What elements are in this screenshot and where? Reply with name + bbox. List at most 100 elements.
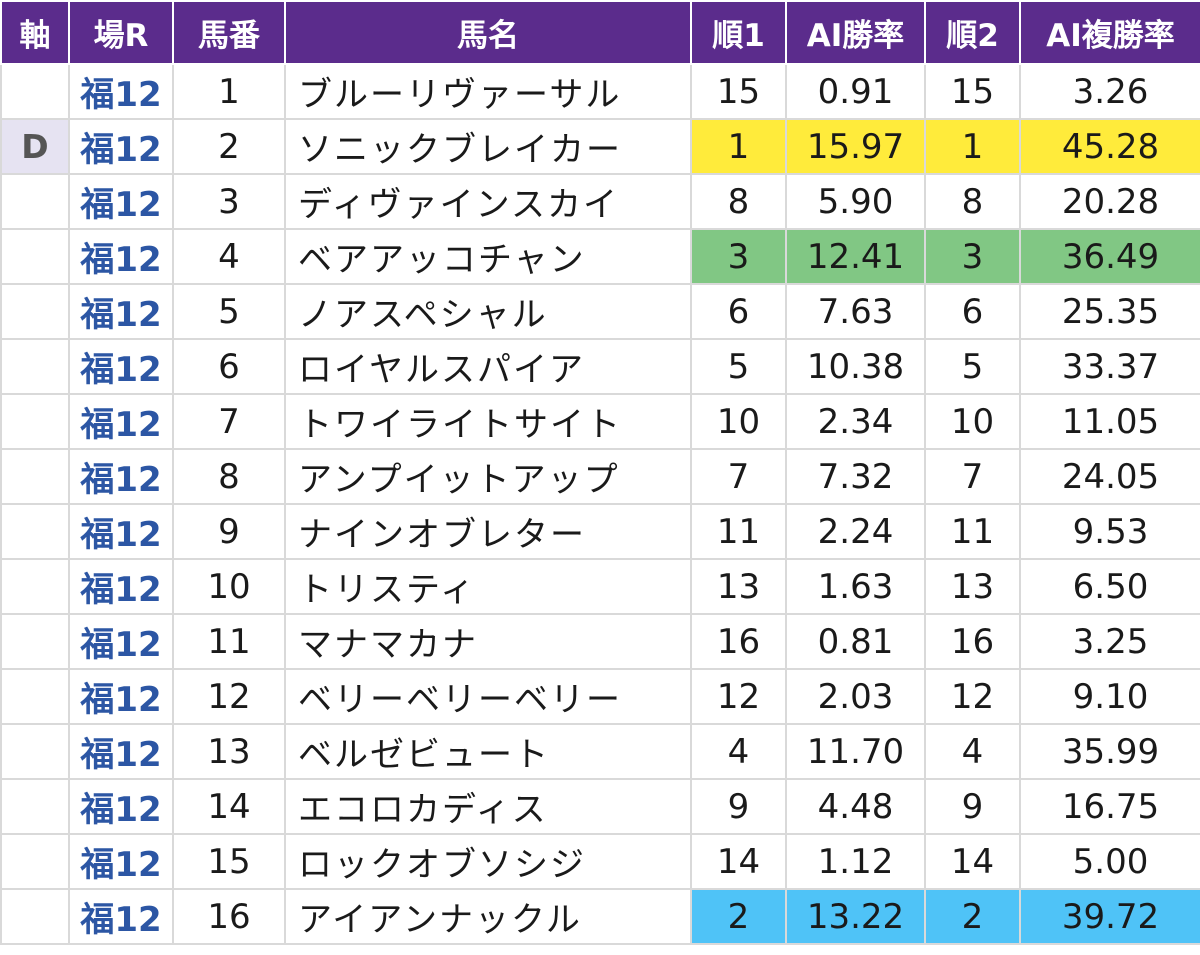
horse-name-cell: ベアアッコチャン [284,228,692,285]
rank2-cell: 15 [924,63,1021,120]
axis-cell: D [0,118,70,175]
header-horse-name: 馬名 [284,0,692,65]
rank2-cell: 6 [924,283,1021,340]
horse-number-cell: 9 [172,503,286,560]
axis-cell [0,63,70,120]
axis-cell [0,668,70,725]
rank2-cell: 14 [924,833,1021,890]
ai-place-rate-cell: 6.50 [1019,558,1200,615]
axis-cell [0,558,70,615]
rank1-cell: 6 [690,283,787,340]
rank2-cell: 4 [924,723,1021,780]
rank2-cell: 13 [924,558,1021,615]
ai-place-rate-cell: 9.53 [1019,503,1200,560]
ai-win-rate-cell: 0.81 [785,613,926,670]
ai-place-rate-cell: 3.25 [1019,613,1200,670]
horse-number-cell: 16 [172,888,286,945]
header-row: 軸 場R 馬番 馬名 順1 AI勝率 順2 AI複勝率 [0,0,1200,65]
axis-cell [0,833,70,890]
table-row: 福12 6 ロイヤルスパイア 5 10.38 5 33.37 [0,338,1200,395]
header-rank1: 順1 [690,0,787,65]
rank1-cell: 3 [690,228,787,285]
ai-win-rate-cell: 2.03 [785,668,926,725]
ai-win-rate-cell: 4.48 [785,778,926,835]
horse-name-cell: マナマカナ [284,613,692,670]
horse-name-cell: ロイヤルスパイア [284,338,692,395]
axis-cell [0,778,70,835]
ai-place-rate-cell: 25.35 [1019,283,1200,340]
axis-cell [0,723,70,780]
axis-cell [0,338,70,395]
table-row: 福12 11 マナマカナ 16 0.81 16 3.25 [0,613,1200,670]
venue-race-cell: 福12 [68,503,174,560]
horse-name-cell: ソニックブレイカー [284,118,692,175]
rank2-cell: 12 [924,668,1021,725]
rank1-cell: 7 [690,448,787,505]
rank1-cell: 2 [690,888,787,945]
ai-place-rate-cell: 11.05 [1019,393,1200,450]
venue-race-cell: 福12 [68,448,174,505]
venue-race-cell: 福12 [68,668,174,725]
ai-place-rate-cell: 5.00 [1019,833,1200,890]
horse-name-cell: ナインオブレター [284,503,692,560]
header-venue-race: 場R [68,0,174,65]
axis-cell [0,283,70,340]
ai-place-rate-cell: 3.26 [1019,63,1200,120]
ai-win-rate-cell: 7.32 [785,448,926,505]
ai-win-rate-cell: 0.91 [785,63,926,120]
rank1-cell: 15 [690,63,787,120]
horse-number-cell: 12 [172,668,286,725]
table-row: 福12 12 ベリーベリーベリー 12 2.03 12 9.10 [0,668,1200,725]
table-row: 福12 13 ベルゼビュート 4 11.70 4 35.99 [0,723,1200,780]
venue-race-cell: 福12 [68,723,174,780]
horse-name-cell: トワイライトサイト [284,393,692,450]
horse-name-cell: アンプイットアップ [284,448,692,505]
header-axis: 軸 [0,0,70,65]
ai-win-rate-cell: 15.97 [785,118,926,175]
axis-cell [0,173,70,230]
rank1-cell: 5 [690,338,787,395]
horse-name-cell: ノアスペシャル [284,283,692,340]
axis-cell [0,228,70,285]
ai-place-rate-cell: 16.75 [1019,778,1200,835]
horse-number-cell: 2 [172,118,286,175]
rank2-cell: 3 [924,228,1021,285]
venue-race-cell: 福12 [68,393,174,450]
venue-race-cell: 福12 [68,833,174,890]
rank1-cell: 14 [690,833,787,890]
horse-number-cell: 11 [172,613,286,670]
header-ai-place-rate: AI複勝率 [1019,0,1200,65]
venue-race-cell: 福12 [68,338,174,395]
axis-cell [0,448,70,505]
horse-number-cell: 15 [172,833,286,890]
horse-number-cell: 14 [172,778,286,835]
ai-win-rate-cell: 12.41 [785,228,926,285]
rank1-cell: 13 [690,558,787,615]
rank2-cell: 10 [924,393,1021,450]
ai-place-rate-cell: 24.05 [1019,448,1200,505]
ai-win-rate-cell: 10.38 [785,338,926,395]
horse-name-cell: ベリーベリーベリー [284,668,692,725]
horse-number-cell: 10 [172,558,286,615]
axis-cell [0,888,70,945]
horse-name-cell: ベルゼビュート [284,723,692,780]
rank2-cell: 1 [924,118,1021,175]
table-row: D 福12 2 ソニックブレイカー 1 15.97 1 45.28 [0,118,1200,175]
venue-race-cell: 福12 [68,63,174,120]
ai-win-rate-cell: 1.12 [785,833,926,890]
rank1-cell: 8 [690,173,787,230]
table-row: 福12 5 ノアスペシャル 6 7.63 6 25.35 [0,283,1200,340]
table-row: 福12 8 アンプイットアップ 7 7.32 7 24.05 [0,448,1200,505]
rank2-cell: 2 [924,888,1021,945]
rank1-cell: 12 [690,668,787,725]
horse-name-cell: エコロカディス [284,778,692,835]
rank2-cell: 8 [924,173,1021,230]
rank2-cell: 7 [924,448,1021,505]
rank1-cell: 9 [690,778,787,835]
ai-win-rate-cell: 11.70 [785,723,926,780]
ai-place-rate-cell: 36.49 [1019,228,1200,285]
ai-win-rate-cell: 13.22 [785,888,926,945]
table-row: 福12 1 ブルーリヴァーサル 15 0.91 15 3.26 [0,63,1200,120]
rank2-cell: 5 [924,338,1021,395]
rank2-cell: 16 [924,613,1021,670]
